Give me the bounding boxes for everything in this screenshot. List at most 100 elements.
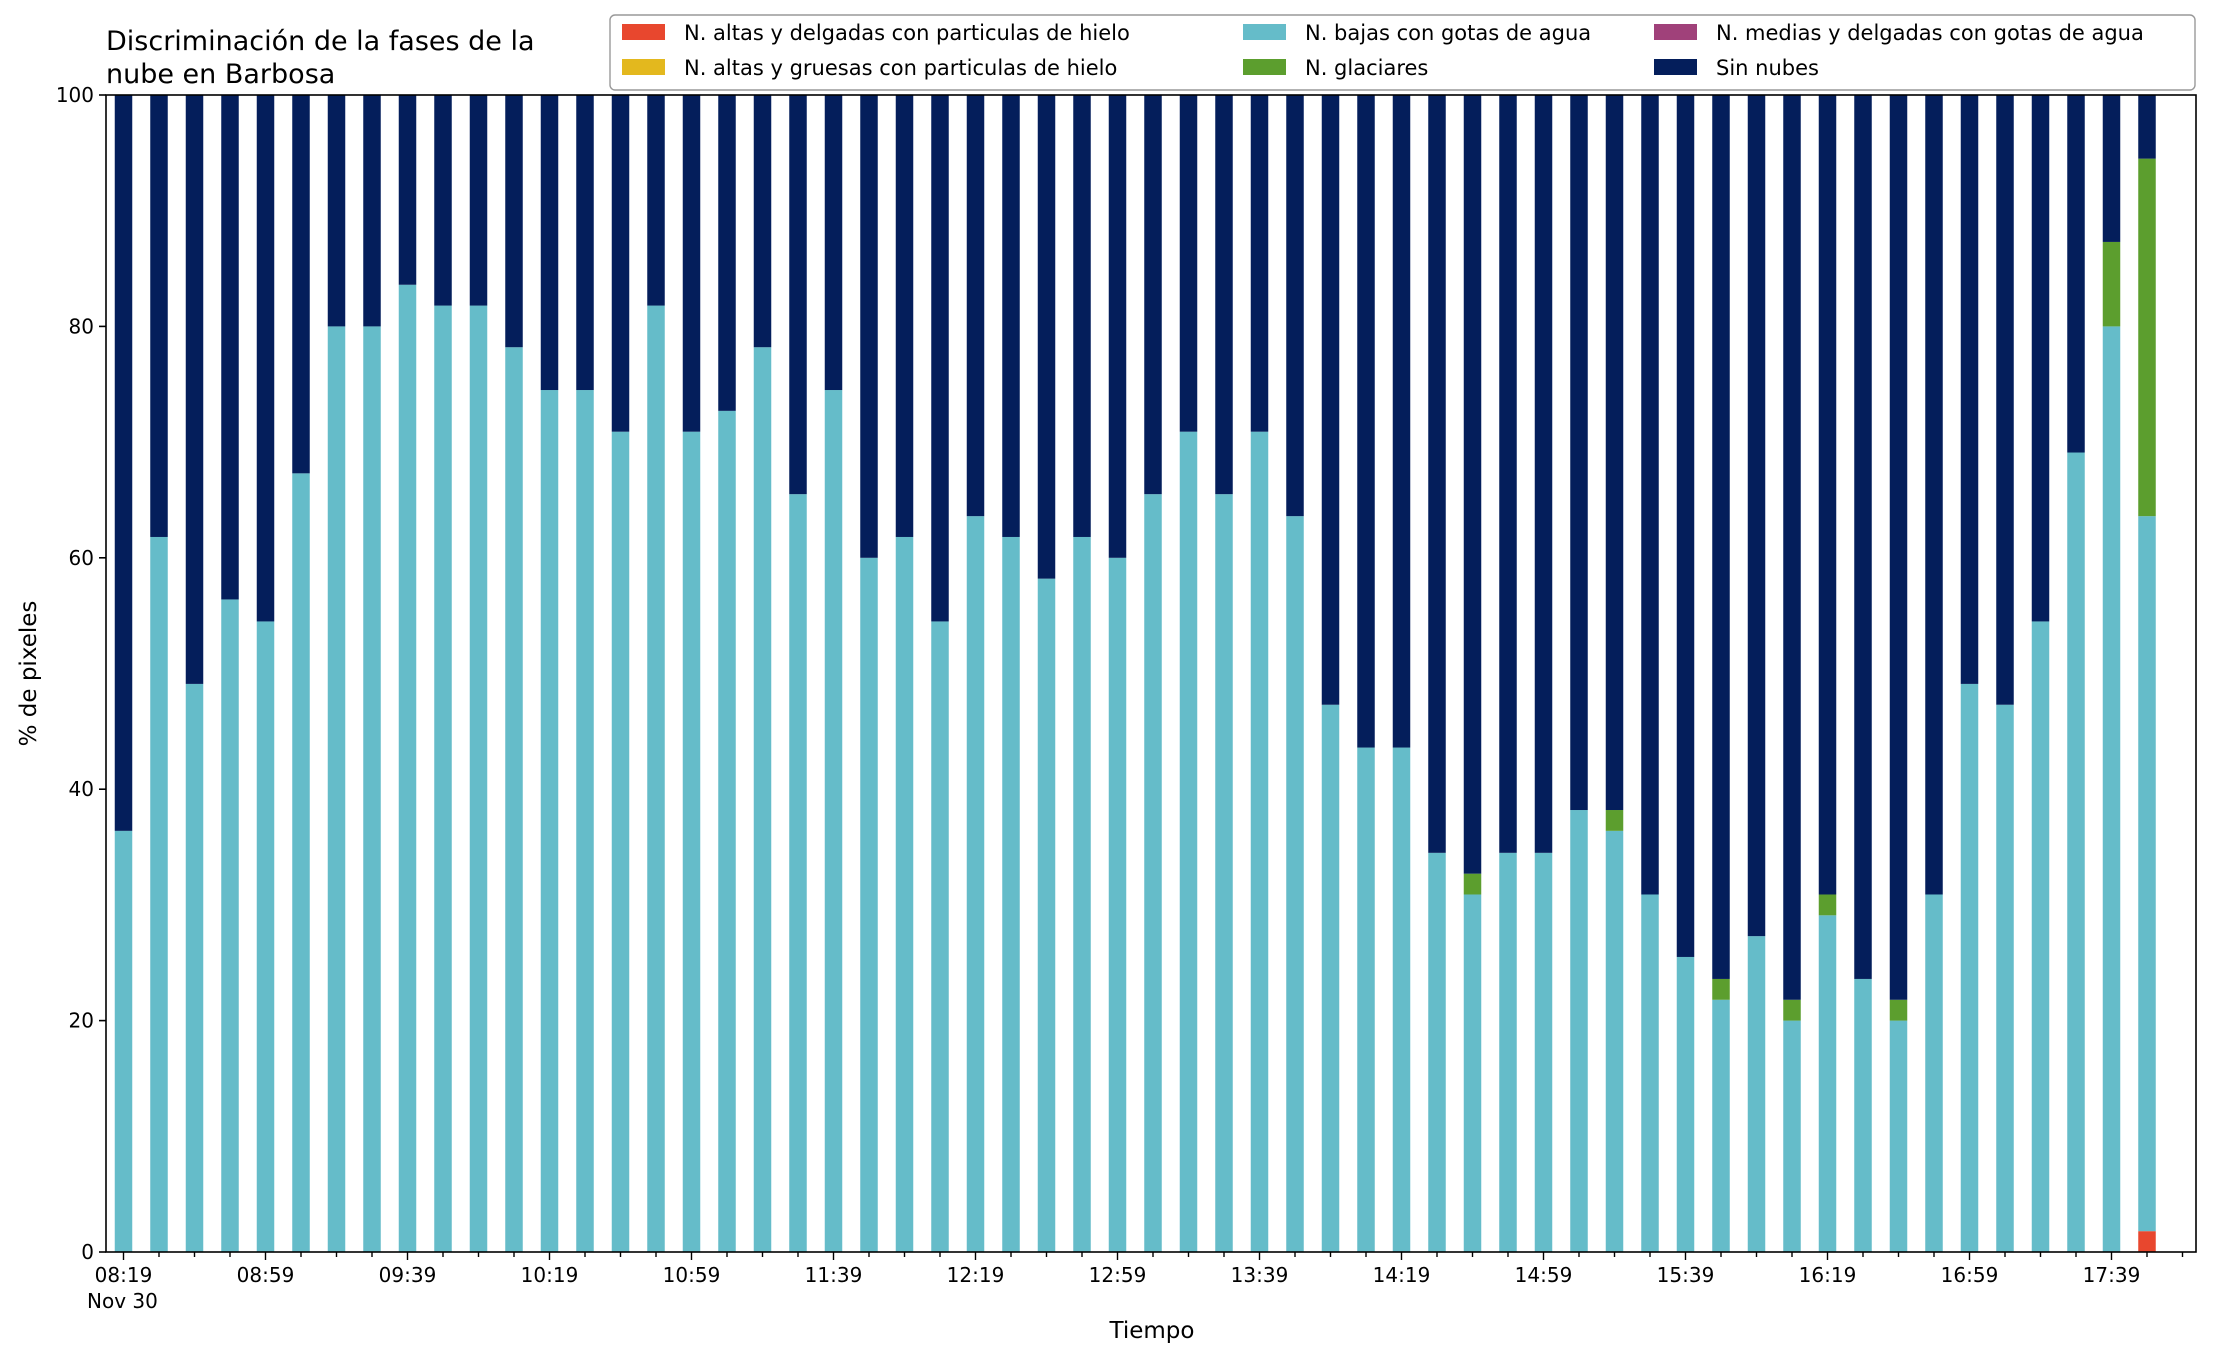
bar-segment bbox=[114, 95, 133, 831]
legend-label: Sin nubes bbox=[1716, 56, 1819, 80]
x-tick-label: 13:39 bbox=[1231, 1263, 1289, 1287]
bar-segment bbox=[2102, 241, 2121, 327]
bar-segment bbox=[1215, 95, 1233, 495]
legend-swatch bbox=[1243, 24, 1286, 40]
bar-segment bbox=[1002, 95, 1020, 537]
legend-label: N. altas y delgadas con particulas de hi… bbox=[684, 21, 1130, 45]
bar-segment bbox=[1463, 873, 1482, 895]
bar-segment bbox=[647, 95, 665, 306]
x-tick-label: 14:19 bbox=[1373, 1263, 1431, 1287]
legend-box bbox=[609, 14, 2196, 91]
bar-segment bbox=[256, 621, 275, 1252]
bar-segment bbox=[1215, 494, 1233, 1252]
bar-segment bbox=[1712, 95, 1730, 979]
bar-segment bbox=[434, 305, 452, 1253]
bar-segment bbox=[895, 95, 914, 537]
x-tick-label: 15:39 bbox=[1657, 1263, 1715, 1287]
x-tick-label: 11:39 bbox=[805, 1263, 863, 1287]
x-ticks: 08:19 08:59 09:39 10:19 10:59 11:39 12:19 12:59… bbox=[95, 1252, 2184, 1287]
bar-segment bbox=[1605, 95, 1624, 811]
bar-segment bbox=[2067, 95, 2085, 453]
y-axis-label: % de pixeles bbox=[16, 601, 42, 747]
bar-segment bbox=[1392, 95, 1411, 748]
bar-segment bbox=[505, 95, 523, 348]
bar-segment bbox=[1179, 431, 1198, 1252]
bar-segment bbox=[1676, 956, 1695, 1252]
bar-segment bbox=[1889, 1020, 1908, 1252]
legend-label: N. glaciares bbox=[1305, 56, 1428, 80]
x-tick-label: 10:59 bbox=[663, 1263, 721, 1287]
y-tick-label: 40 bbox=[69, 777, 94, 801]
bar-segment bbox=[1783, 95, 1801, 1000]
bar-segment bbox=[1428, 95, 1446, 853]
bar-segment bbox=[2138, 158, 2156, 517]
bar-segment bbox=[1570, 95, 1588, 811]
bar-segment bbox=[611, 431, 630, 1252]
bar-segment bbox=[540, 95, 559, 391]
bar-segment bbox=[789, 494, 807, 1252]
bar-segment bbox=[185, 683, 204, 1252]
bar-segment bbox=[1463, 894, 1482, 1252]
legend-swatch bbox=[622, 24, 665, 40]
bar-segment bbox=[505, 347, 523, 1252]
bar-segment bbox=[1073, 95, 1091, 537]
bar-segment bbox=[1960, 95, 1979, 684]
y-tick-label: 0 bbox=[81, 1240, 94, 1264]
bar-segment bbox=[1712, 999, 1730, 1252]
bar-segment bbox=[1676, 95, 1695, 957]
bar-segment bbox=[1712, 978, 1730, 1000]
x-tick-label: 08:59 bbox=[237, 1263, 295, 1287]
x-tick-label: 08:19 bbox=[95, 1263, 153, 1287]
bar-segment bbox=[292, 95, 310, 474]
bar-segment bbox=[1925, 894, 1943, 1252]
bar-segment bbox=[1321, 95, 1340, 705]
bar-segment bbox=[327, 326, 346, 1252]
bar-segment bbox=[611, 95, 630, 432]
bar-segment bbox=[1499, 852, 1517, 1252]
bar-segment bbox=[824, 390, 843, 1252]
bar-segment bbox=[221, 95, 239, 600]
y-ticks: 0 20 40 60 80 100 bbox=[56, 83, 106, 1264]
bar-segment bbox=[931, 95, 949, 622]
bar-segment bbox=[363, 326, 381, 1252]
bar-segment bbox=[860, 95, 878, 558]
bar-segment bbox=[1534, 95, 1553, 853]
legend-swatch bbox=[622, 59, 665, 75]
bar-segment bbox=[114, 830, 133, 1252]
bar-segment bbox=[1321, 704, 1340, 1252]
bar-segment bbox=[1250, 431, 1269, 1252]
bar-segment bbox=[718, 410, 736, 1253]
bar-segment bbox=[1641, 894, 1659, 1252]
bar-segment bbox=[1037, 578, 1056, 1252]
x-tick-label: 16:19 bbox=[1799, 1263, 1857, 1287]
bar-segment bbox=[2031, 621, 2050, 1252]
bar-segment bbox=[1286, 516, 1304, 1252]
x-tick-label: 14:59 bbox=[1515, 1263, 1573, 1287]
bar-segment bbox=[2138, 95, 2156, 159]
x-axis-date-label: Nov 30 bbox=[87, 1289, 158, 1313]
bar-segment bbox=[469, 305, 488, 1253]
y-tick-label: 80 bbox=[69, 314, 94, 338]
bars-layer bbox=[114, 95, 2156, 1253]
bar-segment bbox=[1783, 1020, 1801, 1252]
bar-segment bbox=[1144, 95, 1162, 495]
bar-segment bbox=[1250, 95, 1269, 432]
bar-segment bbox=[1534, 852, 1553, 1252]
bar-segment bbox=[1818, 915, 1837, 1252]
bar-segment bbox=[1073, 536, 1091, 1252]
bar-segment bbox=[2102, 95, 2121, 242]
axes-frame bbox=[105, 94, 2197, 1253]
bar-segment bbox=[256, 95, 275, 622]
bar-segment bbox=[1286, 95, 1304, 517]
bar-segment bbox=[1463, 95, 1482, 874]
bar-segment bbox=[1747, 936, 1766, 1252]
bar-segment bbox=[2138, 1231, 2156, 1252]
bar-segment bbox=[327, 95, 346, 327]
chart-title-line-2: nube en Barbosa bbox=[106, 59, 335, 90]
legend-swatch bbox=[1654, 59, 1697, 75]
x-tick-label: 12:19 bbox=[947, 1263, 1005, 1287]
bar-segment bbox=[1960, 683, 1979, 1252]
x-tick-label: 10:19 bbox=[521, 1263, 579, 1287]
bar-segment bbox=[966, 95, 985, 517]
